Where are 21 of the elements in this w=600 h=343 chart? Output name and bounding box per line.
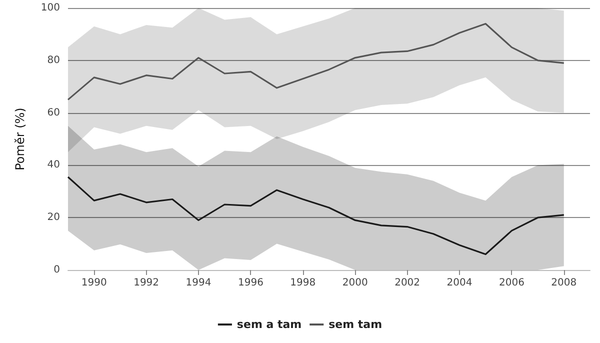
y-tick-label: 40: [47, 160, 60, 171]
y-tick-label: 60: [47, 107, 60, 118]
y-tick-label: 100: [40, 2, 60, 14]
line-series: [67, 176, 565, 256]
x-tick-label: 1998: [290, 278, 316, 288]
line-series: [67, 22, 565, 100]
legend-label: sem a tam: [236, 318, 302, 331]
x-tick-label: 2004: [446, 278, 472, 288]
x-tick-label: 2002: [394, 278, 420, 288]
x-tick-label: 1996: [238, 278, 264, 288]
x-tick-label: 2006: [498, 278, 524, 288]
y-tick-label: 20: [47, 212, 60, 224]
x-tick-label: 1994: [186, 278, 212, 288]
x-tick-label: 1990: [81, 278, 107, 288]
x-tick-label: 2000: [342, 278, 368, 288]
x-tick-label: 1992: [134, 278, 160, 288]
y-axis-title: Poměr (%): [13, 108, 27, 170]
legend-label: sem tam: [328, 318, 382, 331]
y-tick-label: 80: [47, 54, 60, 66]
x-tick-label: 2008: [551, 278, 577, 288]
y-tick-label: 0: [54, 264, 60, 276]
